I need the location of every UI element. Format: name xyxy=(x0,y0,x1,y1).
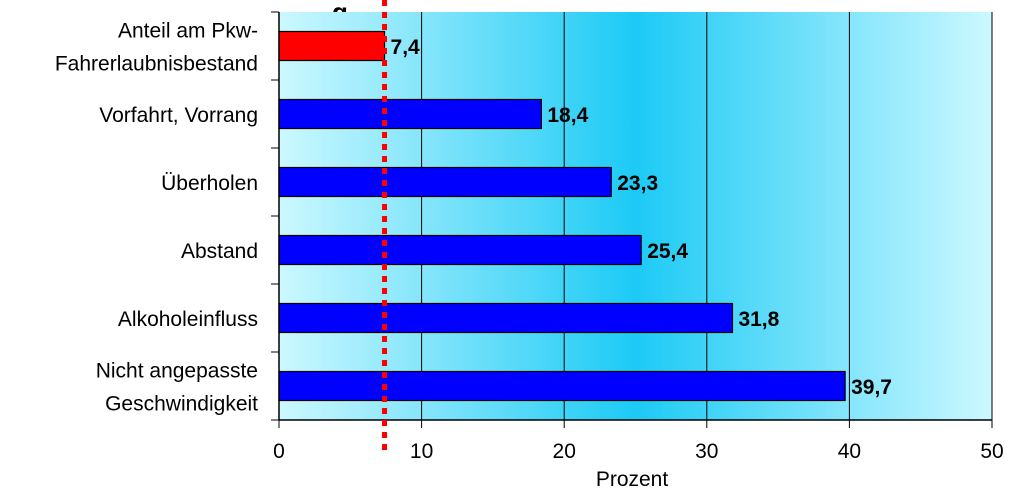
bar xyxy=(278,30,386,62)
bar xyxy=(278,302,734,334)
category-label: Überholen xyxy=(161,172,258,195)
x-tick-label: 40 xyxy=(838,440,861,463)
gridlines xyxy=(421,12,993,420)
x-tick-label: 50 xyxy=(980,440,1003,463)
axes xyxy=(271,0,993,455)
data-label: 31,8 xyxy=(738,308,779,331)
x-tick-label: 20 xyxy=(553,440,576,463)
category-label: Anteil am Pkw- xyxy=(118,20,258,43)
category-label: Geschwindigkeit xyxy=(105,393,258,416)
bars xyxy=(278,30,846,402)
x-tick-label: 30 xyxy=(695,440,718,463)
data-label: 7,4 xyxy=(391,36,421,59)
data-label: 18,4 xyxy=(547,104,588,127)
x-tick-label: 0 xyxy=(273,440,285,463)
labels: 0 10 20 30 40 50 7,4 Anteil am Pkw- Fahrerlaubni… xyxy=(55,20,1004,464)
category-label: Alkoholeinfluss xyxy=(118,308,258,331)
category-label: Abstand xyxy=(181,240,258,263)
bar xyxy=(278,234,642,266)
category-label: Vorfahrt, Vorrang xyxy=(99,104,258,127)
bar xyxy=(278,370,846,402)
plot-area xyxy=(279,12,992,420)
data-label: 39,7 xyxy=(851,376,892,399)
bar xyxy=(278,98,542,130)
x-axis-title: Prozent xyxy=(596,468,669,488)
data-label: 23,3 xyxy=(617,172,658,195)
category-label: Fahrerlaubnisbestand xyxy=(55,53,258,76)
x-tick-label: 10 xyxy=(410,440,433,463)
data-label: 25,4 xyxy=(647,240,688,263)
category-label: Nicht angepasste xyxy=(96,360,258,383)
bar xyxy=(278,166,612,198)
